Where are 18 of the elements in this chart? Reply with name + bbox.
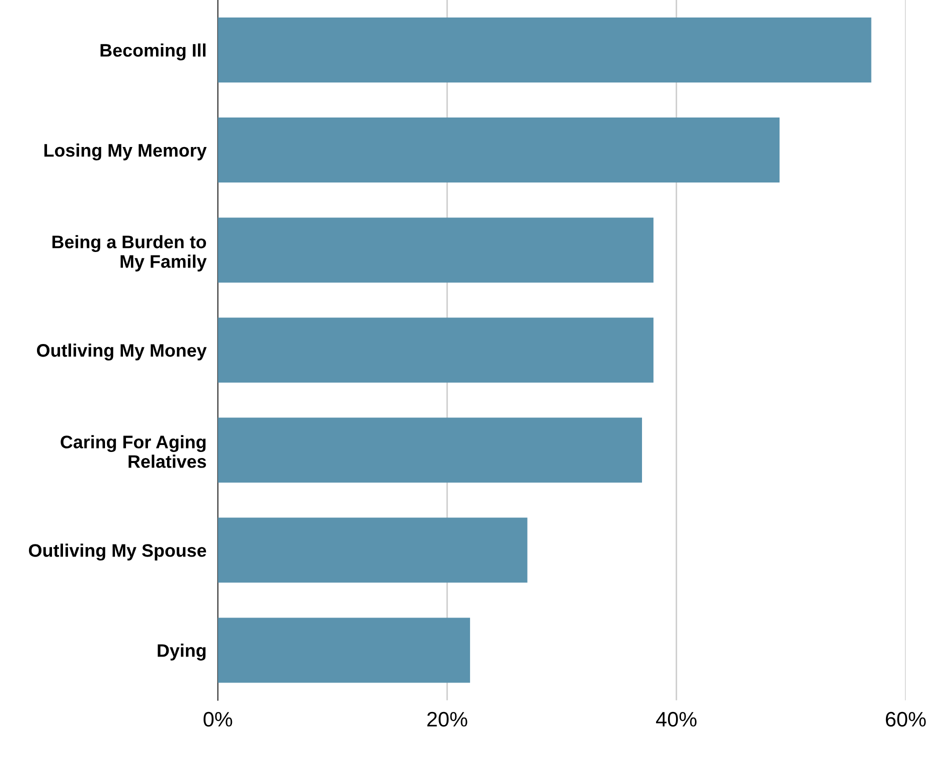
y-tick-label: Being a Burden to My Family [52,235,207,272]
bar [218,18,872,83]
bar [218,118,780,183]
y-tick-label: Outliving My Spouse [28,544,206,561]
bar [218,418,642,483]
x-tick-label: 0% [204,712,232,727]
y-tick-label: Dying [158,644,206,661]
x-tick-label: 20% [427,712,468,727]
x-tick-label: 40% [656,712,697,727]
y-tick-label: Losing My Memory [44,144,207,160]
y-tick-label: Becoming Ill [100,43,206,60]
bar [218,518,528,583]
bar [218,218,654,283]
x-tick-label: 60% [886,712,926,727]
y-tick-label: Caring For Aging Relatives [60,435,206,468]
bar [218,618,470,683]
y-tick-label: Outliving My Money [36,344,207,360]
bar [218,318,654,383]
